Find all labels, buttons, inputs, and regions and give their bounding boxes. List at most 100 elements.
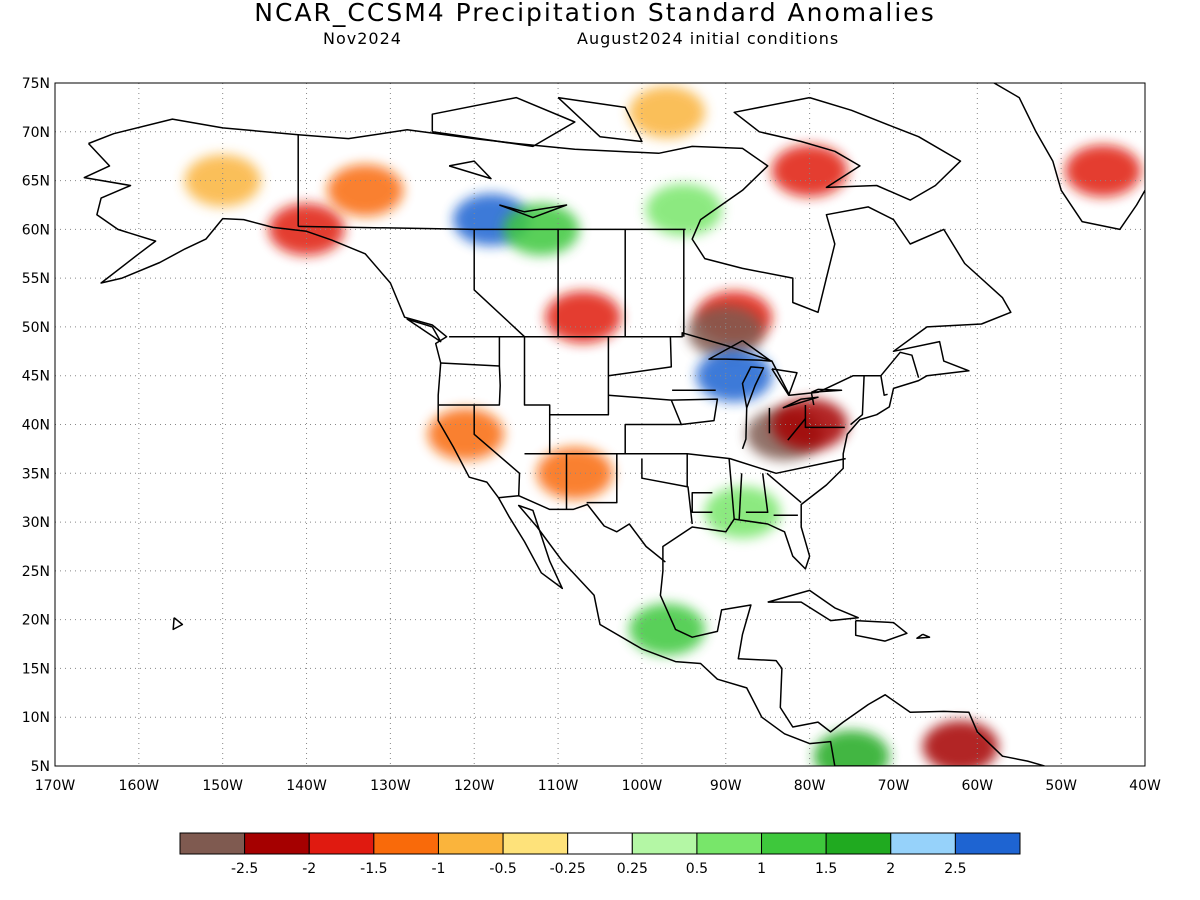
lon-tick-label: 80W [794,778,826,794]
lon-tick-label: 60W [961,778,993,794]
anomaly-region [771,398,848,451]
colorbar-label: 0.5 [686,861,708,877]
lon-tick-label: 70W [878,778,910,794]
colorbar-swatch [890,832,956,855]
lon-tick-label: 120W [454,778,495,794]
colorbar-swatch [954,832,1021,855]
coastline-path [671,398,719,426]
grid-lines [55,83,1145,766]
coastline-path [741,366,765,409]
anomaly-region [545,291,622,344]
longitude-labels: 170W 160W 150W 140W 130W 120W 110W 100W 90W 80W 70… [35,778,1161,794]
coastline-path [88,118,1045,766]
lon-tick-label: 100W [622,778,663,794]
colorbar-label: -2.5 [231,861,258,877]
latitude-labels: 75N 70N 65N 60N 55N 50N 45N 40N 35N 30N 25N 20N 15N 1… [22,76,50,775]
colorbar-label: 2.5 [944,861,966,877]
coastline-path [766,472,802,504]
lat-tick-label: 60N [22,222,50,238]
lat-tick-label: 5N [31,759,50,775]
lat-tick-label: 10N [22,710,50,726]
lon-tick-label: 110W [538,778,579,794]
coastline-path [473,336,521,496]
coastline-path [172,617,184,631]
lat-tick-label: 35N [22,466,50,482]
coastline-path [767,589,859,622]
coastline-path [733,96,962,201]
lat-tick-label: 65N [22,174,50,190]
coastline-path [771,368,798,396]
coastline-path [440,362,500,367]
coastline-path [499,204,568,219]
colorbar-swatch [373,832,439,855]
coastline-path [850,375,865,426]
lon-tick-label: 150W [202,778,243,794]
colorbar-swatch [179,832,246,855]
colorbar [179,832,1021,855]
coastline-path [880,375,888,396]
lat-tick-label: 75N [22,76,50,92]
anomaly-region [645,183,722,236]
colorbar-label: -2 [302,861,316,877]
colorbar-swatch [244,832,310,855]
anomaly-region [268,203,345,256]
colorbar-labels: -2.5 -2 -1.5 -1 -0.5 -0.25 0.25 0.5 1 1.5 2 2.5 [231,861,967,877]
map-title: NCAR_CCSM4 Precipitation Standard Anomal… [254,0,936,27]
colorbar-swatch [696,832,763,855]
coastline-path [992,83,1145,231]
anomaly-region [771,144,848,197]
initial-conditions: August2024 initial conditions [577,29,840,48]
colorbar-label: 1 [757,861,766,877]
lon-tick-label: 40W [1129,778,1161,794]
anomaly-region [687,305,764,358]
coastline-path [854,619,908,642]
anomaly-region [536,447,613,500]
lat-tick-label: 50N [22,320,50,336]
anomaly-region [704,486,781,539]
colorbar-swatch [437,832,504,855]
lat-tick-label: 25N [22,564,50,580]
lat-tick-label: 70N [22,125,50,141]
coastline-path [641,458,693,525]
colorbar-label: -0.25 [550,861,586,877]
lat-tick-label: 55N [22,271,50,287]
coastline-path [811,388,843,394]
coastline-path [524,453,846,475]
lon-tick-label: 140W [286,778,327,794]
coastline-path [810,392,815,406]
coastline-path [708,339,772,362]
coastline-path [782,396,819,409]
lat-tick-label: 15N [22,661,50,677]
lat-tick-label: 45N [22,369,50,385]
coastline-path [804,405,845,429]
coastline-path [745,473,769,514]
coastline-path [608,394,683,454]
anomaly-region [427,408,504,461]
lat-tick-label: 40N [22,418,50,434]
colorbar-swatch [502,832,569,855]
lat-tick-label: 30N [22,515,50,531]
coastline-path [728,458,735,520]
anomaly-region [1065,144,1142,197]
anomaly-region [922,720,999,766]
coastline-path [738,473,743,520]
anomaly-region [327,164,404,217]
anomaly-region [629,603,706,656]
map-frame [54,82,1146,767]
colorbar-label: 1.5 [815,861,837,877]
colorbar-label: -0.5 [489,861,516,877]
anomaly-region [184,154,261,207]
colorbar-swatch [308,832,375,855]
lon-tick-label: 160W [119,778,160,794]
coastline-path [431,96,576,148]
coastlines [83,83,1145,766]
forecast-month: Nov2024 [323,29,402,48]
colorbar-label: 2 [886,861,895,877]
anomaly-region [813,730,890,766]
coastline-path [608,336,673,377]
coastline-path [741,407,748,450]
coastline-path [916,633,931,639]
colorbar-label: -1.5 [360,861,387,877]
coastline-path [557,96,643,143]
